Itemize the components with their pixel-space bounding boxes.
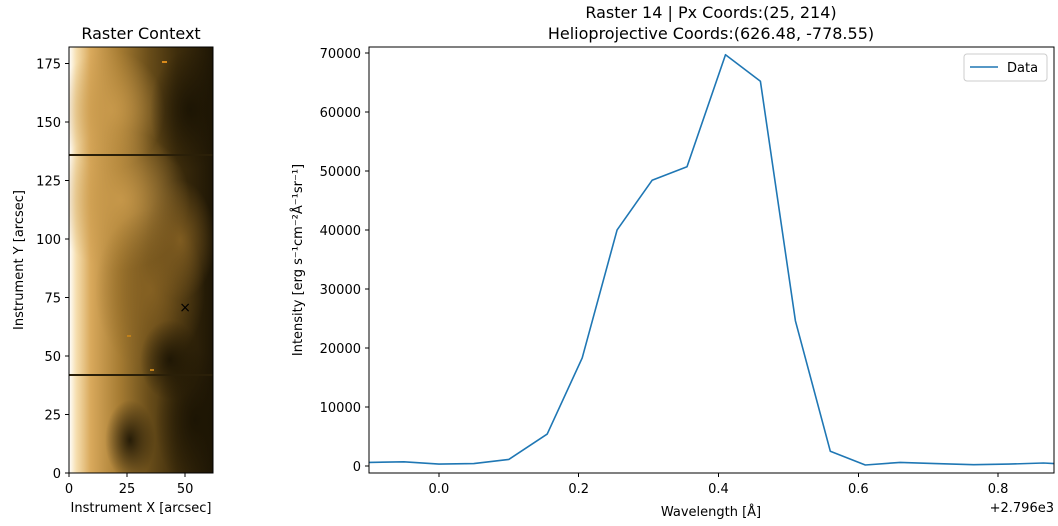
raster-y-tick-label: 150 <box>36 116 61 131</box>
spectrum-y-tick-label: 60000 <box>320 106 361 121</box>
dark-row-upper <box>69 154 213 156</box>
raster-y-tick-label: 75 <box>44 291 61 306</box>
position-marker: × <box>179 300 191 316</box>
spectrum-y-label: Intensity [erg s⁻¹cm⁻²Å⁻¹sr⁻¹] <box>290 164 306 356</box>
spectrum-y-tick-label: 0 <box>353 460 361 475</box>
spectrum-x-tick-label: 0.8 <box>988 482 1009 497</box>
spectrum-x-tick-label: 0.0 <box>429 482 450 497</box>
data-series-line <box>369 53 1054 466</box>
spectrum-title-line1: Raster 14 | Px Coords:(25, 214) <box>585 3 836 22</box>
raster-y-tick-label: 175 <box>36 57 61 72</box>
raster-x-label: Instrument X [arcsec] <box>71 501 212 516</box>
spectrum-x-label: Wavelength [Å] <box>661 504 761 520</box>
spectrum-y-tick-label: 40000 <box>320 224 361 239</box>
spectrum-x-tick-label: 0.2 <box>568 482 589 497</box>
spectrum-y-tick-label: 20000 <box>320 342 361 357</box>
spectrum-y-tick-label: 30000 <box>320 283 361 298</box>
raster-y-tick-label: 100 <box>36 233 61 248</box>
raster-x-tick-label: 0 <box>65 482 73 497</box>
spectrum-y-tick-label: 50000 <box>320 165 361 180</box>
raster-x-tick-label: 25 <box>119 482 136 497</box>
spectrum-x-tick-label: 0.6 <box>848 482 869 497</box>
raster-y-ticks: 0 25 50 75 100 125 150 175 <box>36 57 69 482</box>
raster-y-tick-label: 50 <box>44 350 61 365</box>
raster-frame <box>68 46 214 474</box>
spectrum-y-tick-label: 10000 <box>320 401 361 416</box>
dark-row-lower <box>69 374 213 376</box>
spectrum-title-line2: Helioprojective Coords:(626.48, -778.55) <box>548 24 874 43</box>
x-offset-text: +2.796e3 <box>990 501 1054 516</box>
raster-y-tick-label: 125 <box>36 174 61 189</box>
raster-x-tick-label: 50 <box>177 482 194 497</box>
spectrum-x-ticks: 0.0 0.2 0.4 0.6 0.8 <box>429 473 1009 497</box>
spectrum-y-ticks: 0 10000 20000 30000 40000 50000 60000 70000 <box>320 47 369 475</box>
legend-label: Data <box>1007 61 1038 76</box>
raster-context-panel: Raster Context × 0 25 50 0 25 50 75 100 125 150 1… <box>12 24 214 516</box>
spectrum-panel: Raster 14 | Px Coords:(25, 214) Heliopro… <box>290 3 1055 520</box>
spectrum-y-tick-label: 70000 <box>320 47 361 62</box>
raster-title: Raster Context <box>81 24 200 43</box>
raster-y-tick-label: 25 <box>44 408 61 423</box>
raster-image <box>69 47 213 473</box>
raster-y-label: Instrument Y [arcsec] <box>12 190 27 330</box>
raster-y-tick-label: 0 <box>53 467 61 482</box>
spectrum-frame <box>368 46 1055 474</box>
spectrum-x-tick-label: 0.4 <box>708 482 729 497</box>
legend: Data <box>963 53 1048 82</box>
raster-x-ticks: 0 25 50 <box>65 473 194 497</box>
